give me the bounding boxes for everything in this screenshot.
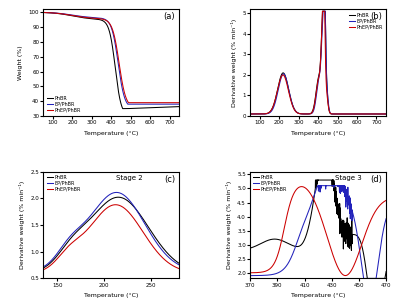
Text: (c): (c) (164, 175, 175, 184)
X-axis label: Temperature (°C): Temperature (°C) (84, 293, 139, 298)
Text: Stage 3: Stage 3 (335, 175, 362, 181)
Legend: PhBR, EP/PhBR, PhEP/PhBR: PhBR, EP/PhBR, PhEP/PhBR (46, 95, 82, 114)
Legend: PhBR, EP/PhBR, PhEP/PhBR: PhBR, EP/PhBR, PhEP/PhBR (46, 174, 82, 193)
Legend: PhBR, EP/PhBR, PhEP/PhBR: PhBR, EP/PhBR, PhEP/PhBR (253, 174, 288, 193)
X-axis label: Temperature (°C): Temperature (°C) (84, 131, 139, 136)
Legend: PhBR, EP/PhBR, PhEP/PhBR: PhBR, EP/PhBR, PhEP/PhBR (348, 12, 384, 31)
Y-axis label: Derivative weight (% min⁻¹): Derivative weight (% min⁻¹) (226, 181, 232, 269)
Text: Stage 2: Stage 2 (116, 175, 143, 181)
Text: (d): (d) (370, 175, 382, 184)
Text: (a): (a) (164, 12, 175, 21)
Y-axis label: Weight (%): Weight (%) (18, 45, 23, 80)
Y-axis label: Derivative weight (% min⁻¹): Derivative weight (% min⁻¹) (231, 18, 237, 107)
X-axis label: Temperature (°C): Temperature (°C) (291, 293, 345, 298)
Text: (b): (b) (370, 12, 382, 21)
Y-axis label: Derivative weight (% min⁻¹): Derivative weight (% min⁻¹) (19, 181, 25, 269)
X-axis label: Temperature (°C): Temperature (°C) (291, 131, 345, 136)
